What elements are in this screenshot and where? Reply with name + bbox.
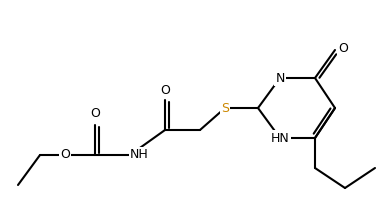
Text: O: O: [338, 41, 348, 55]
Text: O: O: [60, 148, 70, 161]
Text: O: O: [90, 107, 100, 120]
Text: HN: HN: [271, 131, 289, 145]
Text: S: S: [221, 101, 229, 115]
Text: O: O: [160, 84, 170, 97]
Text: NH: NH: [130, 148, 149, 161]
Text: N: N: [275, 71, 285, 85]
